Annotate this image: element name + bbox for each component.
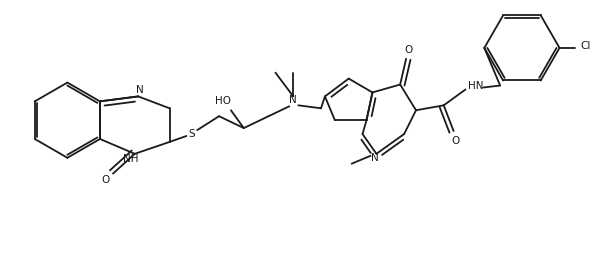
Text: HN: HN	[468, 81, 483, 91]
Text: O: O	[101, 175, 109, 184]
Text: S: S	[188, 129, 195, 139]
Text: N: N	[137, 85, 144, 95]
Text: HO: HO	[215, 96, 231, 106]
Text: N: N	[289, 95, 297, 105]
Text: O: O	[452, 136, 459, 146]
Text: N: N	[371, 153, 379, 163]
Text: NH: NH	[123, 154, 138, 164]
Text: O: O	[404, 45, 412, 55]
Text: Cl: Cl	[580, 41, 591, 51]
